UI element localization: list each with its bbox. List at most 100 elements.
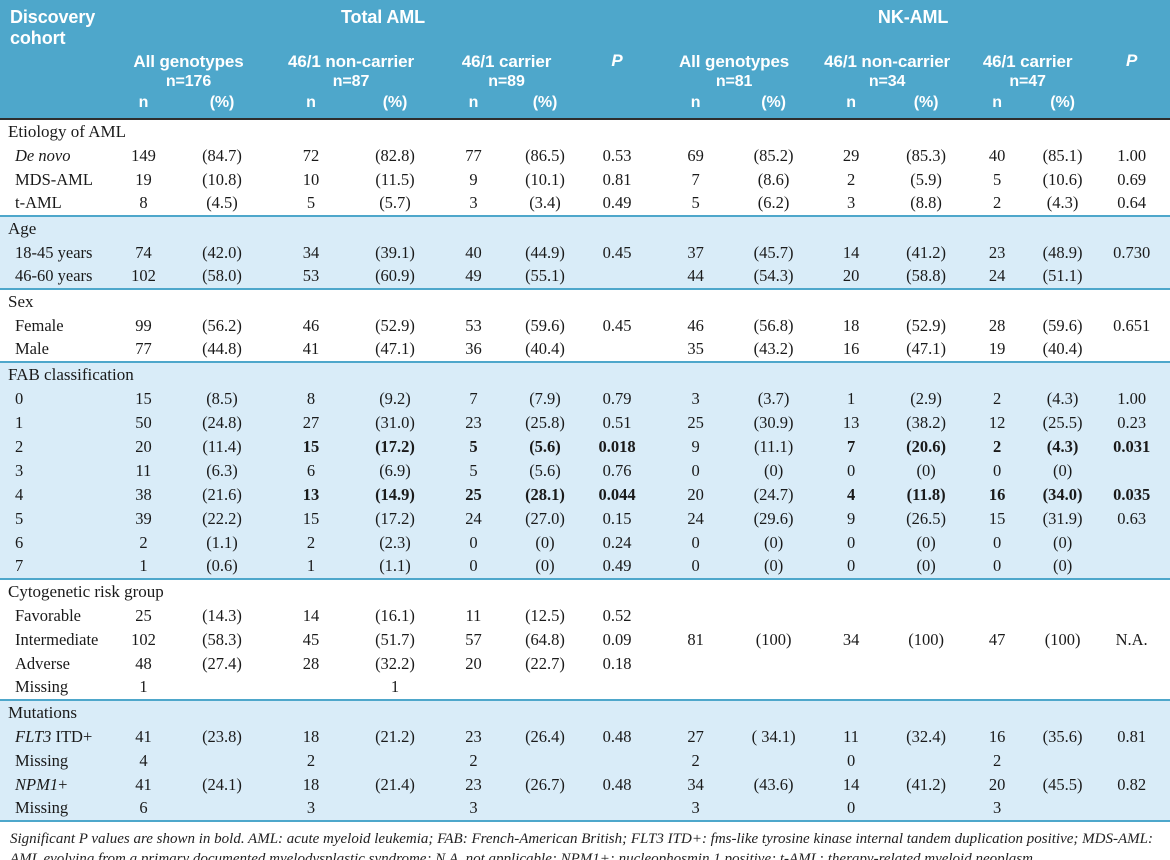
table-cell: (85.2): [753, 145, 794, 165]
table-cell: (82.8): [375, 145, 415, 165]
table-cell: 0: [812, 797, 891, 821]
table-cell: 0.76: [578, 459, 657, 483]
section-title: FAB classification: [0, 362, 1170, 387]
table-cell: (55.1): [512, 265, 578, 289]
table-cell: 77: [135, 339, 152, 359]
table-cell: (10.1): [525, 169, 565, 189]
table-cell: (0): [1032, 531, 1094, 555]
table-cell: (24.7): [735, 483, 813, 507]
table-cell: (42.0): [177, 241, 267, 265]
p-value-header-total: P: [578, 49, 657, 94]
table-cell: (23.8): [177, 725, 267, 749]
table-cell: 69: [687, 145, 704, 165]
table-row: Favorable 25 (14.3) 14 (16.1) 11 (12.5) 0.52: [0, 604, 1170, 628]
table-cell: 0: [812, 459, 891, 483]
table-cell: [890, 676, 962, 700]
table-cell: 7: [812, 435, 891, 459]
table-cell: 0.63: [1093, 507, 1170, 531]
table-cell: 0.24: [578, 531, 657, 555]
table-cell: 11: [812, 725, 891, 749]
table-cell: (48.9): [1032, 241, 1094, 265]
table-cell: (20.6): [890, 435, 963, 459]
table-cell: (40.4): [525, 339, 565, 359]
table-cell: 2: [846, 169, 856, 189]
table-row: Female 99 (56.2) 46 (52.9) 53 (59.6) 0.45 46 (56.…: [0, 314, 1170, 338]
table-cell: (32.4): [890, 725, 963, 749]
table-cell: (47.1): [906, 339, 947, 359]
table-cell: [1093, 652, 1170, 676]
table-cell: (58.8): [890, 265, 963, 289]
section-etiology: Etiology of AML De novo 149 (84.7) 72 (82.8) 7…: [0, 119, 1170, 216]
table-cell: 2: [992, 193, 1002, 213]
table-cell: 53: [267, 265, 355, 289]
subgroup-carrier-nk: 46/1 carrier n=47: [962, 49, 1094, 94]
table-cell: 7: [691, 169, 700, 189]
table-cell: (3.7): [735, 387, 813, 411]
table-cell: 14: [812, 241, 891, 265]
row-label: Missing: [0, 749, 110, 773]
subgroup-n: n=89: [488, 73, 525, 91]
table-cell: 5: [435, 459, 512, 483]
section-fab: FAB classification 0 15 (8.5) 8 (9.2) 7 (7.9) 0.…: [0, 362, 1170, 579]
table-cell: 19: [135, 169, 152, 189]
table-cell: (85.1): [1042, 145, 1083, 165]
header-spacer: [1093, 94, 1170, 119]
table-cell: [735, 652, 812, 676]
table-cell: (51.1): [1032, 265, 1094, 289]
table-cell: 37: [656, 241, 736, 265]
subgroup-n: n=81: [715, 73, 753, 91]
table-cell: 29: [842, 145, 860, 165]
table-cell: (10.8): [202, 169, 242, 189]
table-cell: 3: [656, 797, 736, 821]
table-cell: 5: [435, 435, 512, 459]
table-cell: [1032, 749, 1094, 773]
table-cell: (26.7): [512, 773, 578, 797]
table-cell: 0.48: [578, 773, 657, 797]
table-cell: 12: [962, 411, 1033, 435]
table-cell: 15: [110, 387, 177, 411]
subgroup-label: All genotypes: [679, 51, 790, 71]
table-cell: (100): [755, 629, 792, 649]
group-total-aml: Total AML: [110, 0, 657, 49]
table-cell: (3.4): [529, 193, 561, 213]
table-cell: 0: [962, 459, 1033, 483]
subgroup-all-genotypes-nk: All genotypes n=81: [656, 49, 813, 94]
table-cell: (27.0): [512, 507, 578, 531]
table-cell: [890, 749, 963, 773]
table-cell: 13: [267, 483, 355, 507]
table-cell: 0.651: [1113, 315, 1151, 335]
row-label: 5: [0, 507, 110, 531]
row-label: 46-60 years: [0, 265, 110, 289]
table-cell: 24: [435, 507, 512, 531]
table-cell: 102: [131, 629, 156, 649]
table-cell: 1: [390, 677, 400, 697]
table-cell: 0.035: [1093, 483, 1170, 507]
col-n: n: [110, 94, 177, 119]
table-cell: 50: [110, 411, 177, 435]
table-cell: (26.5): [890, 507, 963, 531]
table-cell: (25.8): [512, 411, 578, 435]
table-cell: (31.9): [1032, 507, 1094, 531]
table-cell: (16.1): [375, 605, 415, 625]
table-cell: (4.3): [1032, 435, 1094, 459]
table-cell: 0: [812, 531, 891, 555]
table-cell: (0): [890, 459, 963, 483]
table-cell: 18: [842, 315, 860, 335]
row-label: Female: [15, 315, 64, 335]
table-cell: (22.2): [177, 507, 267, 531]
table-cell: 45: [302, 629, 320, 649]
header-row-subgroups: All genotypes n=176 46/1 non-carrier n=8…: [0, 49, 1170, 94]
table-cell: 2: [962, 387, 1033, 411]
table-cell: [355, 749, 435, 773]
row-label: 6: [0, 531, 110, 555]
table-cell: (30.9): [735, 411, 813, 435]
table-cell: 49: [435, 265, 512, 289]
table-cell: 41: [302, 339, 320, 359]
table-cell: 15: [962, 507, 1033, 531]
table-cell: 8: [267, 387, 355, 411]
table-cell: 24: [656, 507, 736, 531]
table-cell: (59.6): [525, 315, 565, 335]
table-cell: 14: [812, 773, 891, 797]
table-cell: (31.0): [355, 411, 435, 435]
